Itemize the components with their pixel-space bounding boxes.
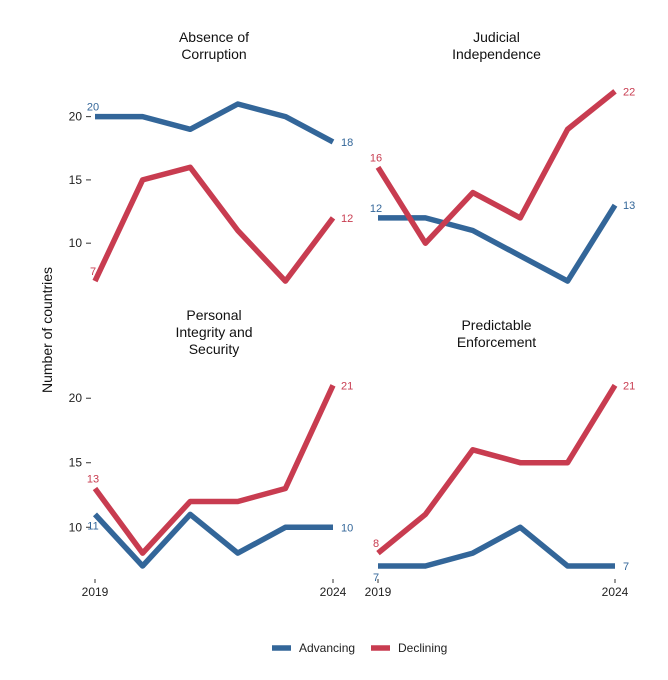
- series-line-declining: [92, 164, 336, 284]
- series-line-declining: [376, 383, 618, 556]
- end-value-label: 12: [341, 213, 353, 225]
- x-tick-label: 2024: [602, 585, 629, 599]
- legend: Advancing Declining: [272, 641, 447, 655]
- end-value-label: 22: [623, 86, 635, 98]
- end-value-label: 18: [341, 137, 353, 149]
- y-tick-label: 20: [69, 110, 83, 124]
- panel-title-line: Enforcement: [457, 334, 536, 350]
- chart-panels: Absence ofCorruption1015202018712Judicia…: [69, 29, 636, 599]
- panel-title-line: Predictable: [461, 317, 531, 333]
- panel-title-line: Personal: [186, 307, 241, 323]
- series-line-declining: [92, 384, 336, 556]
- y-tick-label: 15: [69, 456, 83, 470]
- start-value-label: 12: [370, 203, 382, 215]
- start-value-label: 8: [373, 538, 379, 550]
- end-value-label: 13: [623, 200, 635, 212]
- y-tick-label: 15: [69, 173, 83, 187]
- panel-title-line: Judicial: [473, 29, 520, 45]
- series-line-advancing: [378, 203, 618, 284]
- panel-title-line: Security: [189, 341, 240, 357]
- series-line-declining: [375, 89, 617, 246]
- y-axis-label: Number of countries: [39, 267, 55, 393]
- panel-title-line: Independence: [452, 46, 541, 62]
- y-tick-label: 10: [69, 236, 83, 250]
- x-tick-label: 2019: [82, 585, 109, 599]
- series-line-advancing: [92, 511, 333, 569]
- start-value-label: 7: [90, 266, 96, 278]
- series-line-advancing: [95, 101, 335, 145]
- start-value-label: 16: [370, 152, 382, 164]
- end-value-label: 21: [341, 380, 353, 392]
- legend-label-advancing: Advancing: [299, 641, 355, 655]
- series-line-advancing: [378, 524, 615, 569]
- start-value-label: 13: [87, 474, 99, 486]
- panel-title-line: Corruption: [181, 46, 246, 62]
- x-tick-label: 2019: [365, 585, 392, 599]
- y-tick-label: 20: [69, 391, 83, 405]
- x-tick-label: 2024: [320, 585, 347, 599]
- panel-title-line: Integrity and: [175, 324, 252, 340]
- end-value-label: 21: [623, 380, 635, 392]
- start-value-label: 7: [373, 572, 379, 584]
- start-value-label: 11: [87, 520, 98, 532]
- y-tick-label: 10: [69, 520, 83, 534]
- panel-title-line: Absence of: [179, 29, 249, 45]
- end-value-label: 10: [341, 522, 353, 534]
- legend-label-declining: Declining: [398, 641, 447, 655]
- start-value-label: 20: [87, 102, 99, 114]
- end-value-label: 7: [623, 561, 629, 573]
